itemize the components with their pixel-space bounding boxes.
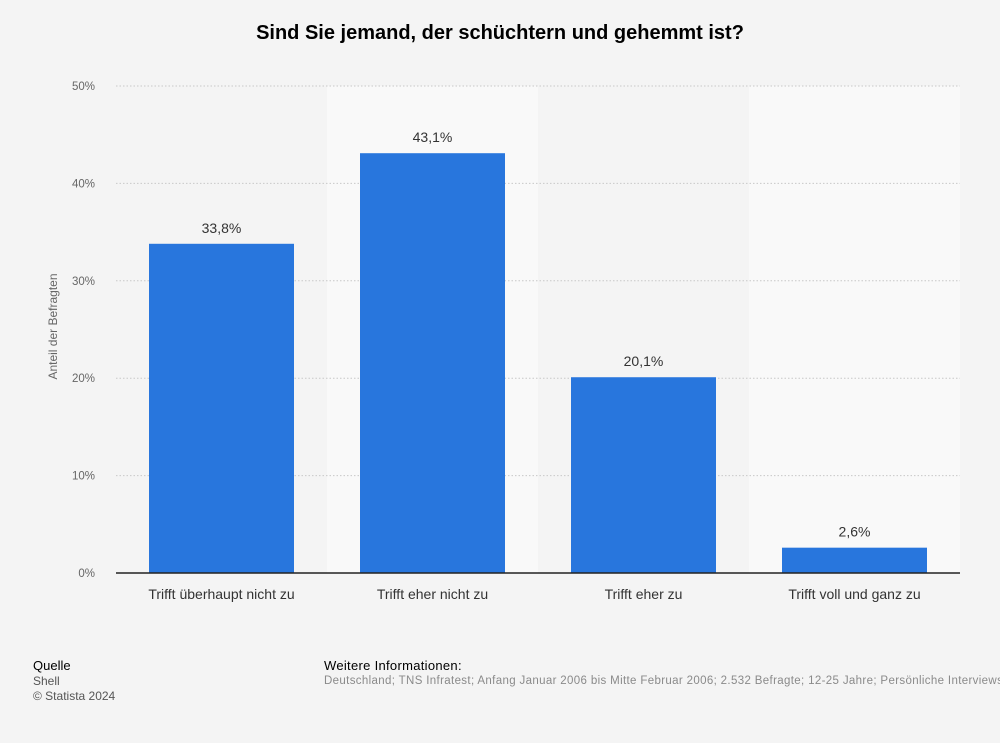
data-label: 20,1% [624,353,664,369]
source-block: Quelle Shell © Statista 2024 [33,658,115,704]
y-tick-label: 40% [72,178,95,190]
bar[interactable] [360,153,505,573]
y-axis-title: Anteil der Befragten [46,273,60,379]
bar-chart: 0% 10% 20% 30% 40% 50% 33,8% 43,1% 20,1% 2,6% Tr… [46,81,960,602]
y-tick-label: 0% [78,568,95,580]
category-labels: Trifft überhaupt nicht zu Trifft eher nic… [148,586,920,602]
source-heading: Quelle [33,658,71,673]
y-axis-ticks: 0% 10% 20% 30% 40% 50% [72,81,95,580]
category-label: Trifft eher nicht zu [377,586,488,602]
y-tick-label: 20% [72,373,95,385]
data-label: 43,1% [413,129,453,145]
bar[interactable] [782,547,927,573]
y-tick-label: 30% [72,276,95,288]
category-label: Trifft voll und ganz zu [788,586,920,602]
category-label: Trifft überhaupt nicht zu [148,586,294,602]
bars [149,153,927,573]
category-label: Trifft eher zu [605,586,683,602]
category-band [749,86,960,573]
info-block: Weitere Informationen: Deutschland; TNS … [324,658,1000,689]
bar[interactable] [571,377,716,573]
data-label: 2,6% [839,524,871,540]
info-text: Deutschland; TNS Infratest; Anfang Janua… [324,675,1000,687]
y-tick-label: 50% [72,81,95,93]
info-heading: Weitere Informationen: [324,658,462,673]
chart-title: Sind Sie jemand, der schüchtern und gehe… [256,22,744,44]
y-tick-label: 10% [72,471,95,483]
source-name[interactable]: Shell [33,674,60,688]
copyright: © Statista 2024 [33,689,116,703]
data-labels: 33,8% 43,1% 20,1% 2,6% [202,129,871,539]
bar[interactable] [149,243,294,573]
data-label: 33,8% [202,220,242,236]
